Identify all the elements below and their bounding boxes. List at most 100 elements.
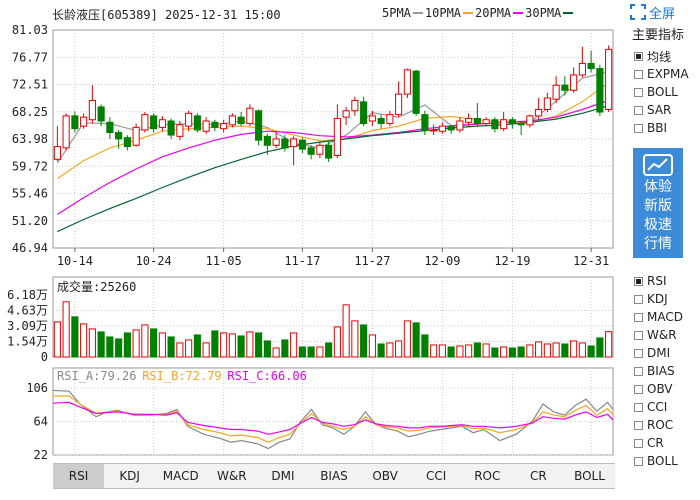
candlestick: [185, 110, 193, 132]
indicator-checkbox[interactable]: [634, 420, 643, 430]
ma-legend-label: 20PMA: [475, 6, 512, 20]
candlestick: [106, 117, 114, 139]
indicator-option[interactable]: ROC: [630, 416, 700, 434]
indicator-label: DMI: [647, 346, 671, 360]
candle-body: [141, 114, 149, 131]
price-tick-label: 46.94: [12, 241, 48, 255]
indicator-option[interactable]: 均线: [630, 47, 700, 65]
indicator-option[interactable]: RSI: [630, 272, 700, 290]
volume-bar: [351, 320, 359, 358]
candlestick: [517, 120, 525, 136]
candlestick: [351, 96, 359, 116]
indicator-option[interactable]: EXPMA: [630, 65, 700, 83]
volume-bar: [220, 332, 228, 358]
tab-obv[interactable]: OBV: [372, 469, 398, 483]
tab-macd[interactable]: MACD: [162, 469, 199, 483]
tab-cci[interactable]: CCI: [426, 469, 447, 483]
volume-bar: [123, 332, 131, 358]
tab-boll[interactable]: BOLL: [574, 469, 605, 483]
rsi-tick-label: 22: [34, 448, 48, 462]
tab-cr[interactable]: CR: [530, 469, 547, 483]
indicator-label: SAR: [647, 103, 672, 117]
indicator-checkbox[interactable]: [634, 276, 643, 286]
candlestick: [290, 136, 298, 166]
price-tick-label: 72.51: [12, 78, 48, 92]
candle-body: [368, 115, 376, 122]
candlestick: [596, 64, 604, 116]
rsi-line-rsi_b: [53, 395, 614, 443]
indicator-option[interactable]: MACD: [630, 308, 700, 326]
candlestick: [395, 81, 403, 118]
ma-line-20pma: [57, 99, 609, 215]
candle-body: [360, 101, 368, 125]
volume-bar: [158, 332, 166, 358]
tab-dmi[interactable]: DMI: [271, 469, 295, 483]
candlestick: [237, 112, 245, 127]
candlestick: [412, 69, 420, 116]
indicator-checkbox[interactable]: [634, 402, 643, 412]
tab-kdj[interactable]: KDJ: [119, 469, 140, 483]
candle-body: [290, 138, 298, 148]
indicator-checkbox[interactable]: [634, 69, 643, 79]
indicator-option[interactable]: W&R: [630, 326, 700, 344]
candlestick: [263, 133, 271, 155]
indicator-option[interactable]: CCI: [630, 398, 700, 416]
candle-body: [587, 62, 595, 70]
indicator-checkbox[interactable]: [634, 348, 643, 358]
volume-bar: [202, 342, 210, 358]
candle-body: [395, 93, 403, 116]
candle-body: [561, 84, 569, 91]
volume-bar: [255, 332, 263, 358]
tab-roc[interactable]: ROC: [474, 469, 501, 483]
candlestick: [491, 117, 499, 133]
indicator-checkbox[interactable]: [634, 330, 643, 340]
ma-legend-label: 5PMA: [382, 6, 411, 20]
tab-bias[interactable]: BIAS: [320, 469, 348, 483]
indicator-label: CR: [647, 436, 664, 450]
ma-line-5pma: [56, 71, 609, 164]
candlestick: [587, 50, 595, 73]
volume-bar: [561, 343, 569, 358]
indicator-checkbox[interactable]: [634, 123, 643, 133]
indicator-option[interactable]: BOLL: [630, 452, 700, 470]
candlestick: [526, 114, 534, 128]
candlestick: [500, 112, 508, 132]
volume-bar: [53, 321, 61, 358]
indicator-checkbox[interactable]: [634, 438, 643, 448]
tab-rsi[interactable]: RSI: [53, 464, 105, 488]
indicator-option[interactable]: CR: [630, 434, 700, 452]
candlestick: [456, 117, 464, 133]
candle-body: [473, 117, 481, 125]
indicator-option[interactable]: DMI: [630, 344, 700, 362]
indicator-option[interactable]: BIAS: [630, 362, 700, 380]
chart-title: 长龄液压[605389] 2025-12-31 15:00: [52, 8, 281, 22]
indicator-checkbox[interactable]: [634, 312, 643, 322]
indicator-checkbox[interactable]: [634, 105, 643, 115]
indicator-checkbox[interactable]: [634, 87, 643, 97]
new-version-promo-button[interactable]: 体验 新版 极速 行情: [633, 148, 683, 258]
indicator-checkbox[interactable]: [634, 456, 643, 466]
tab-wr[interactable]: W&R: [217, 469, 247, 483]
indicator-option[interactable]: KDJ: [630, 290, 700, 308]
promo-line: 行情: [644, 236, 672, 252]
indicator-option[interactable]: BBI: [630, 119, 700, 137]
indicator-option[interactable]: SAR: [630, 101, 700, 119]
candle-body: [228, 115, 236, 126]
promo-line: 新版: [644, 198, 672, 214]
price-tick-label: 68.25: [12, 105, 48, 119]
indicator-option[interactable]: OBV: [630, 380, 700, 398]
fullscreen-button[interactable]: 全屏: [630, 2, 700, 22]
indicator-option[interactable]: BOLL: [630, 83, 700, 101]
indicator-checkbox[interactable]: [634, 294, 643, 304]
volume-bar: [88, 328, 96, 358]
fullscreen-icon: [630, 4, 646, 20]
volume-bar: [211, 330, 219, 358]
indicator-checkbox[interactable]: [634, 384, 643, 394]
candle-body: [307, 147, 315, 155]
promo-text: 体验 新版 极速 行情: [633, 178, 683, 254]
indicator-checkbox[interactable]: [634, 366, 643, 376]
ma-legend-swatch: [412, 12, 423, 14]
volume-tick-label: 3.09万: [7, 319, 48, 333]
indicator-checkbox[interactable]: [634, 51, 643, 61]
chart-header: 长龄液压[605389] 2025-12-31 15:00 5PMA 10PMA 2…: [52, 6, 612, 24]
